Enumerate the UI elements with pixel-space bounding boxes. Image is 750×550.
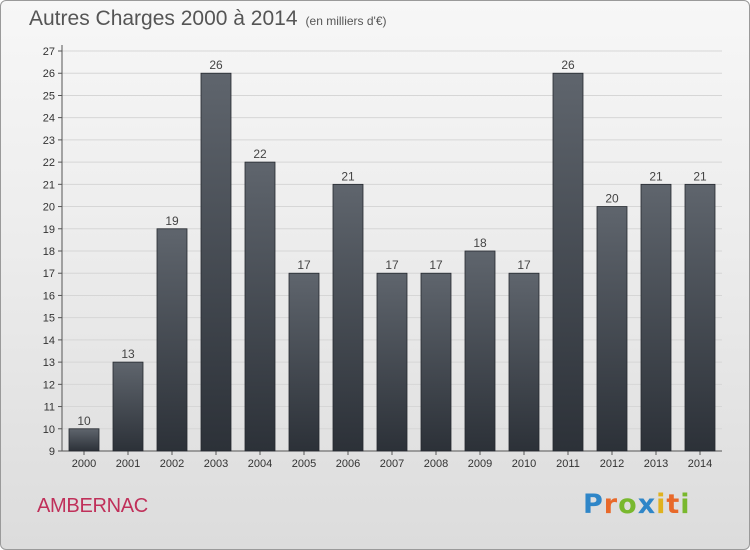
y-tick-label: 25 (43, 90, 55, 102)
bar (200, 72, 232, 452)
x-tick-label: 2013 (644, 458, 668, 470)
data-label: 21 (649, 169, 663, 183)
y-tick-label: 17 (43, 268, 55, 280)
x-tick-label: 2004 (248, 458, 272, 470)
y-tick-label: 22 (43, 157, 55, 169)
x-tick-label: 2001 (116, 458, 140, 470)
data-label: 17 (517, 258, 531, 272)
bar (552, 72, 584, 452)
logo-letter: x (637, 489, 657, 520)
data-label: 20 (605, 192, 619, 206)
x-tick-label: 2008 (424, 458, 448, 470)
x-tick-label: 2007 (380, 458, 404, 470)
data-label: 26 (209, 58, 223, 72)
y-tick-label: 12 (43, 379, 55, 391)
data-label: 17 (429, 258, 443, 272)
y-tick-label: 18 (43, 246, 55, 258)
y-tick-labels: 9 10 11 12 13 14 15 16 17 18 19 20 21 22 23 24 25 26 27 (43, 46, 55, 458)
data-labels: 10 13 19 26 22 17 21 17 17 18 17 26 20 21 21 (77, 58, 707, 428)
data-label: 21 (693, 169, 707, 183)
bar (464, 250, 496, 452)
bars (68, 72, 716, 452)
x-tick-label: 2002 (160, 458, 184, 470)
x-tick-label: 2010 (512, 458, 536, 470)
logo-letter: r (603, 489, 619, 520)
x-tick-label: 2005 (292, 458, 316, 470)
proxiti-logo[interactable]: Proxiti (583, 489, 691, 520)
bar (420, 272, 452, 452)
y-tick-label: 23 (43, 135, 55, 147)
y-tick-label: 10 (43, 424, 55, 436)
data-label: 26 (561, 58, 575, 72)
data-label: 13 (121, 347, 135, 361)
y-tick-label: 9 (49, 446, 55, 458)
bar (508, 272, 540, 452)
logo-letter: P (583, 489, 604, 520)
x-tick-label: 2011 (556, 458, 580, 470)
x-tick-label: 2000 (72, 458, 96, 470)
logo-letter: i (656, 489, 667, 520)
x-tick-label: 2006 (336, 458, 360, 470)
x-tick-label: 2014 (688, 458, 712, 470)
logo-letter: t (666, 489, 681, 520)
data-label: 10 (77, 414, 91, 428)
y-tick-label: 16 (43, 290, 55, 302)
data-label: 17 (385, 258, 399, 272)
bar (640, 183, 672, 452)
y-tick-label: 15 (43, 313, 55, 325)
bar (684, 183, 716, 452)
x-tick-labels: 2000 2001 2002 2003 2004 2005 2006 2007 2008 2009… (72, 458, 712, 470)
y-tick-label: 13 (43, 357, 55, 369)
data-label: 21 (341, 169, 355, 183)
data-label: 19 (165, 214, 179, 228)
y-tick-label: 27 (43, 46, 55, 58)
bar (156, 228, 188, 452)
y-tick-label: 24 (43, 113, 55, 125)
city-name: AMBERNAC (37, 495, 148, 517)
bar (332, 183, 364, 452)
y-tick-label: 11 (44, 402, 55, 414)
data-label: 18 (473, 236, 487, 250)
bar (596, 206, 628, 452)
x-tick-label: 2003 (204, 458, 228, 470)
bar (288, 272, 320, 452)
bar (376, 272, 408, 452)
data-label: 17 (297, 258, 311, 272)
x-tick-label: 2009 (468, 458, 492, 470)
y-tick-label: 26 (43, 68, 55, 80)
chart-title: Autres Charges 2000 à 2014 (en milliers d… (29, 7, 387, 31)
bar (112, 361, 144, 452)
x-tick-label: 2012 (600, 458, 624, 470)
chart-title-text: Autres Charges 2000 à 2014 (29, 7, 298, 30)
logo-letter: o (618, 489, 638, 520)
logo-letter: i (680, 489, 691, 520)
y-tick-label: 21 (43, 179, 55, 191)
y-tick-label: 20 (43, 202, 55, 214)
y-tick-label: 19 (43, 224, 55, 236)
y-tick-label: 14 (43, 335, 55, 347)
chart-unit: (en milliers d'€) (305, 14, 387, 28)
bar (68, 428, 100, 452)
bar (244, 161, 276, 452)
data-label: 22 (253, 147, 267, 161)
